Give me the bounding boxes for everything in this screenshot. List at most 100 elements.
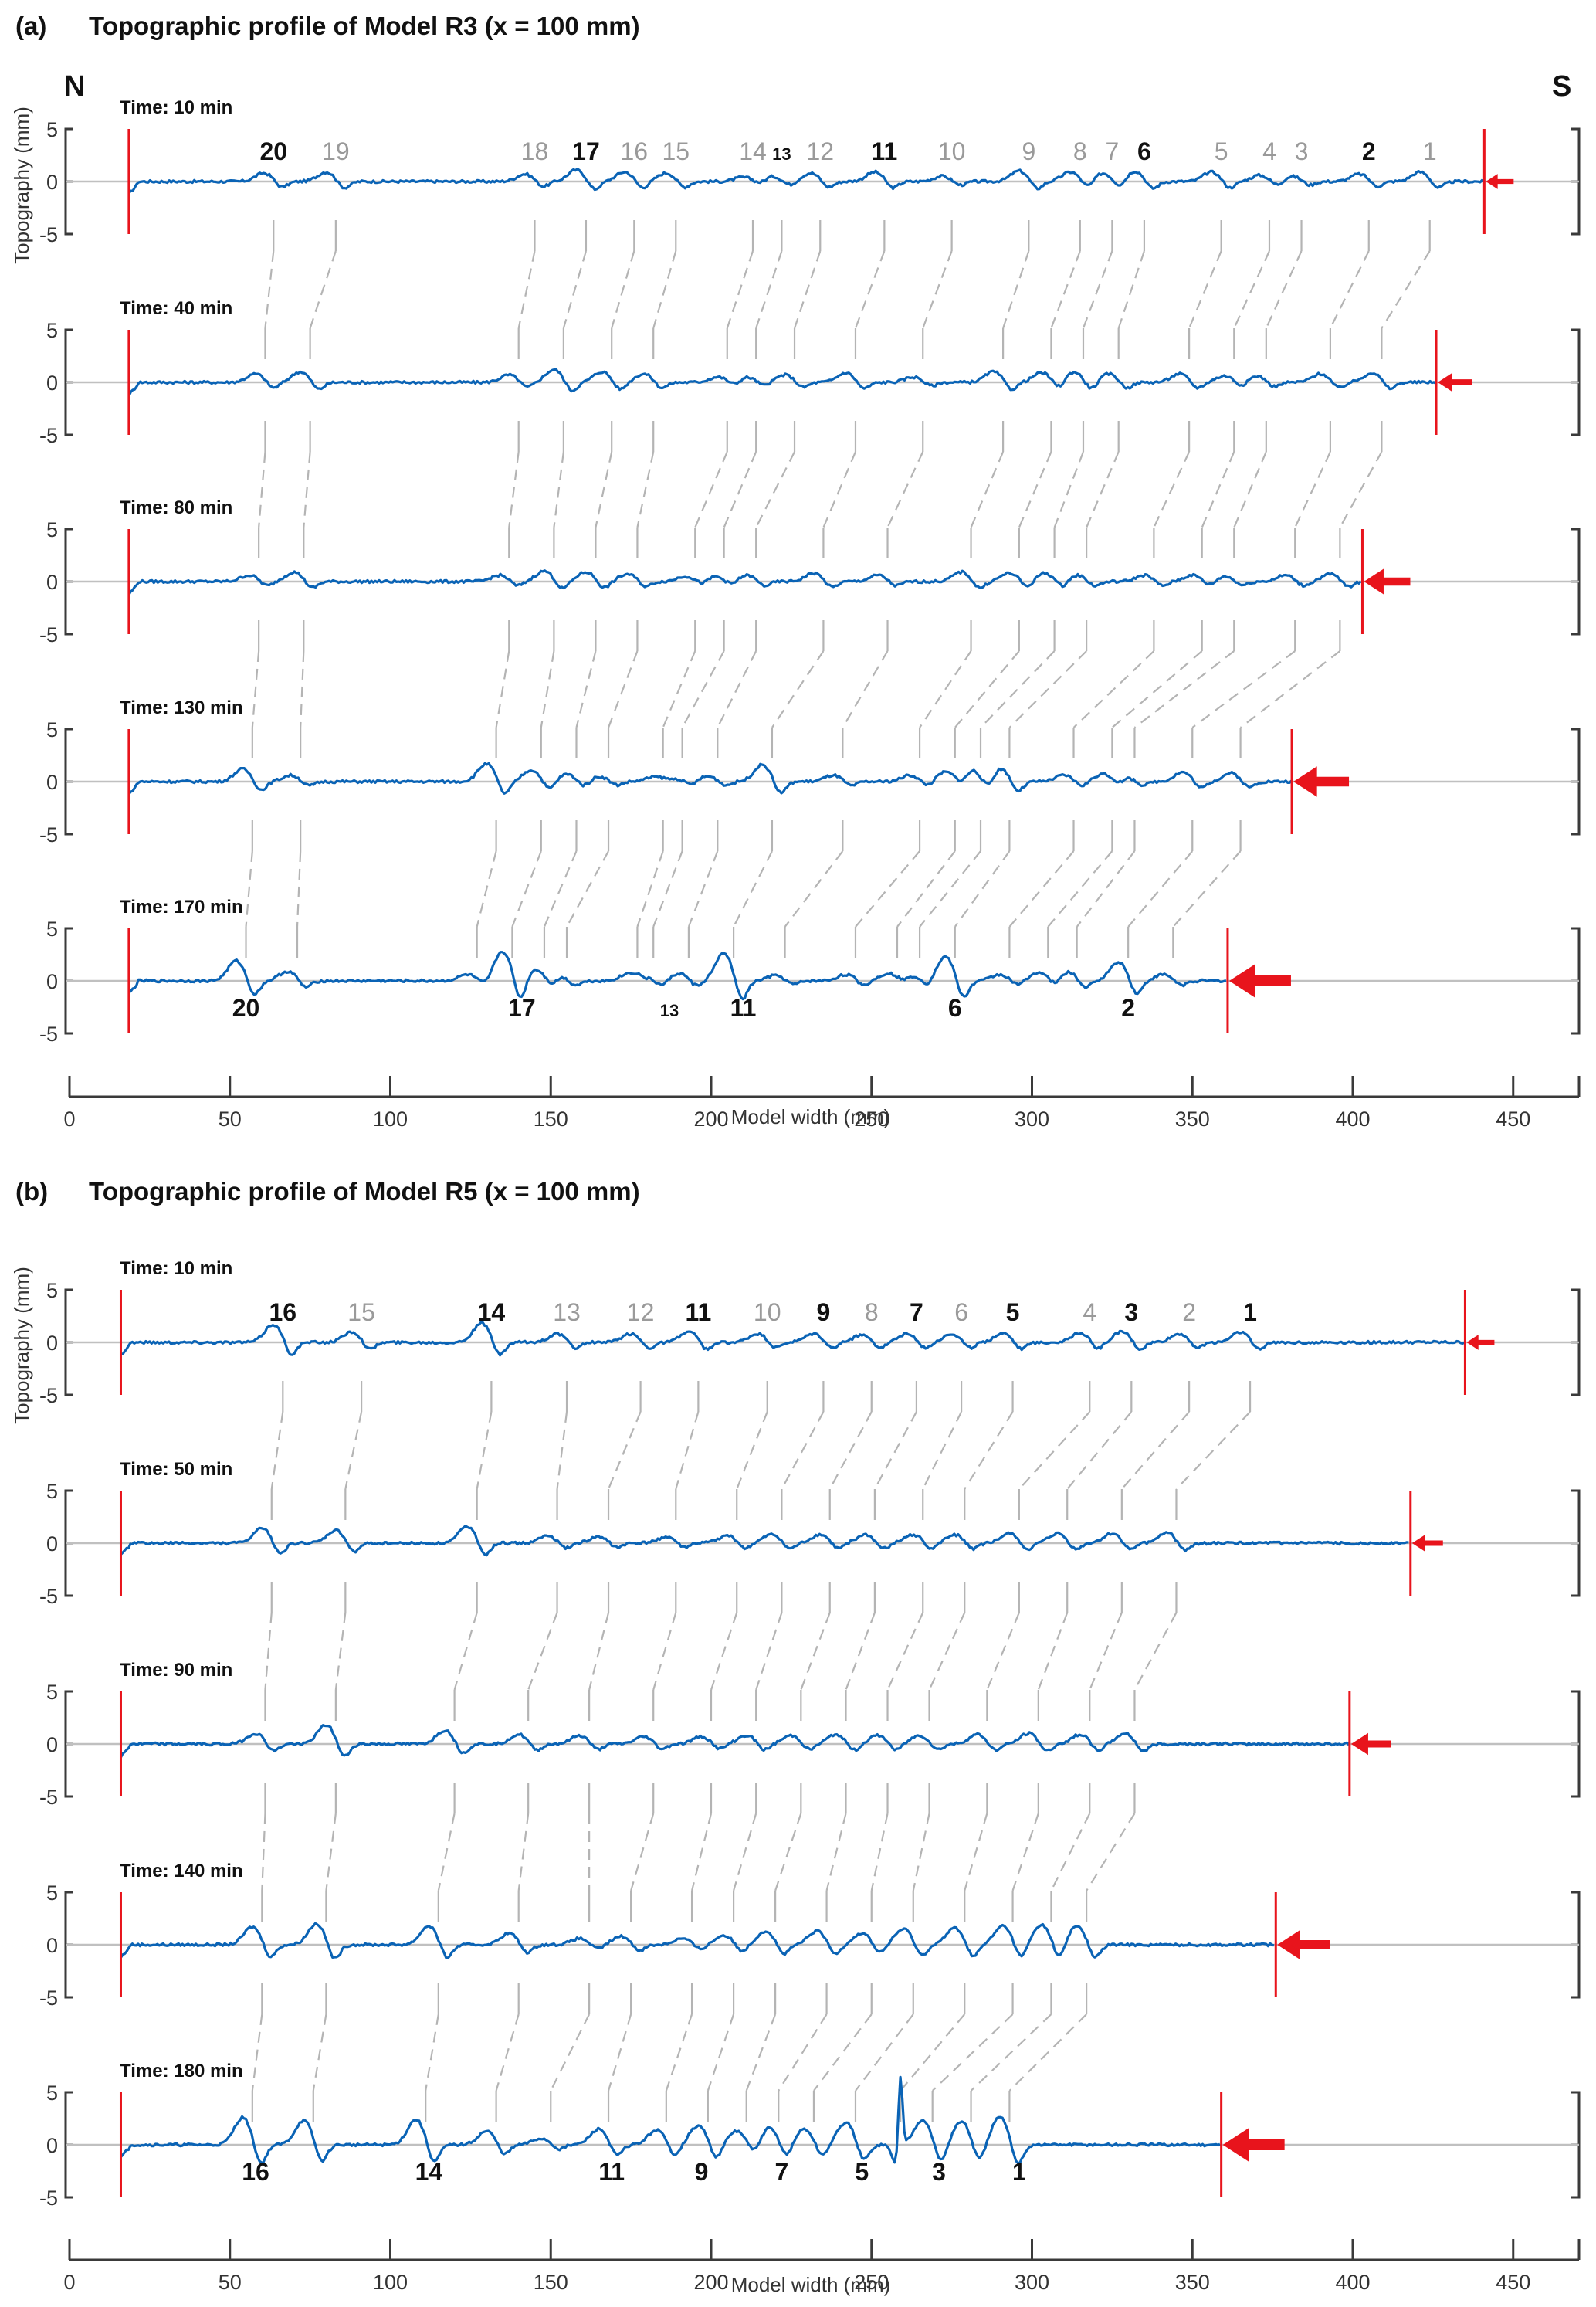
thrust-label: 2 bbox=[1362, 137, 1376, 165]
tracker-dashed bbox=[300, 650, 305, 728]
x-tick-label: 200 bbox=[693, 2271, 728, 2294]
tracker-dashed bbox=[771, 650, 825, 728]
tracker-dashed bbox=[954, 650, 1020, 728]
y-tick-label: 5 bbox=[46, 1279, 58, 1302]
y-tick-label: 0 bbox=[46, 1733, 58, 1756]
y-tick-label: 5 bbox=[46, 718, 58, 741]
topography-profile bbox=[127, 951, 1227, 1001]
tracker-dashed bbox=[964, 1813, 988, 1891]
tracker-dashed bbox=[517, 250, 536, 329]
tracker-dashed bbox=[562, 250, 588, 329]
tracker-dashed bbox=[588, 1612, 610, 1691]
compression-arrow-icon bbox=[1222, 2128, 1285, 2162]
y-tick-label: -5 bbox=[39, 1023, 58, 1046]
thrust-label: 14 bbox=[739, 137, 767, 165]
tracker-dashed bbox=[264, 1612, 273, 1691]
panel-a-label: (a) bbox=[15, 12, 46, 40]
profile-row: Time: 170 min -5 0 5 20 17 13 11 6 2 bbox=[39, 897, 1581, 1046]
thrust-label: 2 bbox=[1182, 1298, 1196, 1326]
y-tick-label: 0 bbox=[46, 171, 58, 194]
y-tick-label: 5 bbox=[46, 2081, 58, 2105]
tracker-dashed bbox=[828, 1411, 873, 1490]
tracker-dashed bbox=[675, 1411, 700, 1490]
thrust-label: 16 bbox=[269, 1298, 297, 1326]
tracker-dashed bbox=[1050, 1813, 1091, 1891]
tracker-dashed bbox=[550, 2014, 591, 2092]
profile-row: Time: 10 min -5 0 5 16 15 14 13 12 11 10 9 8 7 6 5 4 3 2 1 bbox=[39, 1258, 1581, 1407]
y-tick-label: -5 bbox=[39, 1384, 58, 1407]
x-tick-label: 400 bbox=[1335, 2271, 1370, 2294]
y-tick-label: 0 bbox=[46, 771, 58, 794]
tracker-dashed bbox=[476, 850, 497, 928]
tracker-dashed bbox=[1111, 650, 1203, 728]
compression-arrow-icon bbox=[1486, 174, 1514, 189]
topography-profile bbox=[127, 762, 1293, 796]
tracker-dashed bbox=[476, 1411, 493, 1490]
x-tick-label: 150 bbox=[534, 1108, 568, 1131]
tracker-dashed bbox=[1047, 850, 1113, 928]
y-tick-label: 0 bbox=[46, 371, 58, 395]
tracker-dashed bbox=[264, 250, 275, 329]
tracker-dashed bbox=[334, 1612, 347, 1691]
tracker-dashed bbox=[309, 250, 337, 329]
y-tick-label: 5 bbox=[46, 1681, 58, 1704]
y-tick-label: 0 bbox=[46, 1532, 58, 1556]
x-tick-label: 400 bbox=[1335, 1108, 1370, 1131]
x-tick-label: 200 bbox=[693, 1108, 728, 1131]
time-label: Time: 80 min bbox=[120, 497, 232, 518]
tracker-dashed bbox=[1233, 250, 1270, 329]
compression-arrow-icon bbox=[1277, 1930, 1330, 1959]
thrust-label: 9 bbox=[1022, 137, 1035, 165]
y-tick-label: 0 bbox=[46, 1332, 58, 1355]
compass-south: S bbox=[1552, 70, 1571, 103]
profile-row: Time: 140 min -5 0 5 bbox=[39, 1861, 1581, 2010]
tracker-dashed bbox=[662, 650, 696, 728]
time-label: Time: 40 min bbox=[120, 298, 232, 319]
tracker-dashed bbox=[755, 451, 796, 528]
thrust-label: 17 bbox=[508, 994, 536, 1022]
tracker-dashed bbox=[800, 1612, 831, 1691]
y-axis-label-a: Topography (mm) bbox=[10, 107, 33, 264]
thrust-label: 6 bbox=[1137, 137, 1151, 165]
tracker-dashed bbox=[1050, 250, 1081, 329]
tracker-dashed bbox=[681, 650, 725, 728]
x-tick-label: 150 bbox=[534, 2271, 568, 2294]
y-tick-label: 5 bbox=[46, 1480, 58, 1503]
tracker-dashed bbox=[717, 650, 757, 728]
thrust-label: 2 bbox=[1121, 994, 1135, 1022]
y-axis-label-b: Topography (mm) bbox=[10, 1267, 33, 1424]
tracker-dashed bbox=[919, 650, 972, 728]
tracker-dashed bbox=[1188, 250, 1222, 329]
tracker-dashed bbox=[1381, 250, 1431, 329]
x-tick-label: 100 bbox=[373, 1108, 408, 1131]
tracker-dashed bbox=[1066, 1411, 1133, 1490]
x-axis-label-b: Model width (mm) bbox=[731, 2273, 891, 2296]
tracker-dashed bbox=[258, 451, 266, 528]
time-label: Time: 90 min bbox=[120, 1660, 232, 1681]
y-tick-label: 5 bbox=[46, 918, 58, 941]
tracker-dashed bbox=[1072, 650, 1155, 728]
y-tick-label: 0 bbox=[46, 2134, 58, 2157]
tracker-dashed bbox=[1008, 850, 1075, 928]
tracker-dashed bbox=[608, 1411, 642, 1490]
thrust-label: 5 bbox=[1006, 1298, 1020, 1326]
tracker-dashed bbox=[707, 2014, 735, 2092]
topography-profile bbox=[120, 1525, 1409, 1557]
tracker-dashed bbox=[1133, 650, 1235, 728]
y-tick-label: -5 bbox=[39, 2187, 58, 2210]
compass-north: N bbox=[64, 70, 85, 103]
thrust-label: 10 bbox=[754, 1298, 781, 1326]
profile-row: Time: 40 min -5 0 5 bbox=[39, 298, 1581, 447]
tracker-dashed bbox=[251, 650, 260, 728]
tracker-dashed bbox=[928, 1612, 966, 1691]
tracker-dashed bbox=[553, 451, 564, 528]
x-tick-label: 0 bbox=[63, 2271, 75, 2294]
tracker-dashed bbox=[1011, 1813, 1039, 1891]
compression-arrow-icon bbox=[1364, 568, 1411, 595]
x-tick-label: 350 bbox=[1175, 2271, 1210, 2294]
thrust-label: 10 bbox=[938, 137, 966, 165]
tracker-dashed bbox=[931, 2014, 1014, 2092]
tracker-dashed bbox=[855, 850, 920, 928]
x-tick-label: 250 bbox=[854, 1108, 889, 1131]
